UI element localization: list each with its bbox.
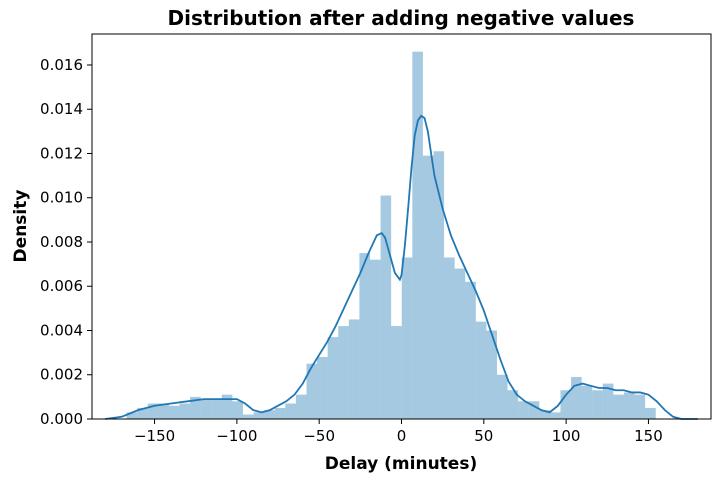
histogram-bar-4 [168,405,180,419]
histogram-bar-33 [475,321,487,419]
histogram-bar-18 [317,357,328,419]
histogram-bar-49 [645,407,656,419]
histogram-bar-10 [232,401,243,419]
histogram-bar-42 [571,376,582,419]
y-tick-label: 0.002 [40,366,83,384]
histogram-bar-16 [295,394,307,419]
x-tick-label: −50 [303,427,335,445]
histogram-bar-27 [412,51,423,420]
histogram-bar-41 [560,390,572,419]
histogram-bar-13 [264,410,275,419]
histogram-bar-8 [211,399,222,419]
histogram-bar-20 [338,326,349,419]
histogram-bar-14 [274,407,286,419]
histogram-bars [126,51,656,420]
x-tick-label: 100 [552,427,581,445]
histogram-bar-26 [401,257,413,419]
histogram-bar-34 [486,330,497,419]
histogram-bar-40 [549,412,561,419]
histogram-bar-5 [179,403,191,419]
histogram-bar-25 [391,326,402,419]
y-tick-label: 0.016 [40,56,83,74]
histogram-bar-46 [613,394,624,419]
histogram-bar-3 [158,403,169,419]
kde-line [105,114,698,420]
histogram-bar-30 [444,257,455,419]
histogram-bar-35 [496,374,508,419]
histogram-bar-23 [369,259,381,419]
histogram-bar-1 [137,407,148,419]
histogram-bar-28 [422,155,434,419]
y-tick-label: 0.014 [40,100,83,118]
histogram-bar-6 [190,396,201,419]
x-tick-label: 0 [397,427,407,445]
histogram-bar-45 [602,383,614,419]
histogram-bar-37 [518,401,529,419]
x-tick-label: −150 [134,427,175,445]
histogram-bar-17 [306,363,318,419]
histogram-bar-48 [634,394,646,419]
kde-curve-group [105,114,698,420]
x-tick-label: −100 [216,427,257,445]
histogram-bar-21 [348,319,360,419]
y-tick-label: 0.006 [40,277,83,295]
y-tick-label: 0.000 [40,410,83,428]
histogram-bar-43 [581,385,593,419]
histogram-bar-22 [359,253,370,419]
histogram-bar-12 [253,412,265,419]
x-tick-label: 150 [634,427,663,445]
x-tick-label: 50 [474,427,493,445]
x-axis-label: Delay (minutes) [325,454,477,474]
histogram-bar-9 [221,394,233,419]
y-tick-label: 0.010 [40,189,83,207]
histogram-bar-19 [327,337,339,419]
histogram-bar-24 [380,195,392,419]
histogram-bar-0 [126,412,138,419]
chart-title: Distribution after adding negative value… [168,6,635,30]
histogram-bar-29 [433,151,445,419]
histogram-bar-38 [528,401,540,419]
y-tick-label: 0.008 [40,233,83,251]
histogram-bar-47 [623,392,635,419]
histogram-bar-15 [285,403,296,419]
x-axis-ticks: −150 −100 −50 0 50 100 150 [134,419,663,445]
y-axis-ticks: 0.000 0.002 0.004 0.006 0.008 0.010 0.012 0.014… [40,56,92,428]
histogram-bar-36 [507,390,519,419]
histogram-bar-2 [147,403,159,419]
y-axis-label: Density [11,190,31,263]
histogram-bar-11 [242,414,254,419]
histogram-bar-44 [592,390,603,419]
y-tick-label: 0.012 [40,144,83,162]
histogram-bar-7 [200,399,212,419]
histogram-bar-31 [454,268,466,419]
y-tick-label: 0.004 [40,321,83,339]
histogram-bar-39 [539,410,550,419]
histogram-bar-32 [465,281,476,419]
